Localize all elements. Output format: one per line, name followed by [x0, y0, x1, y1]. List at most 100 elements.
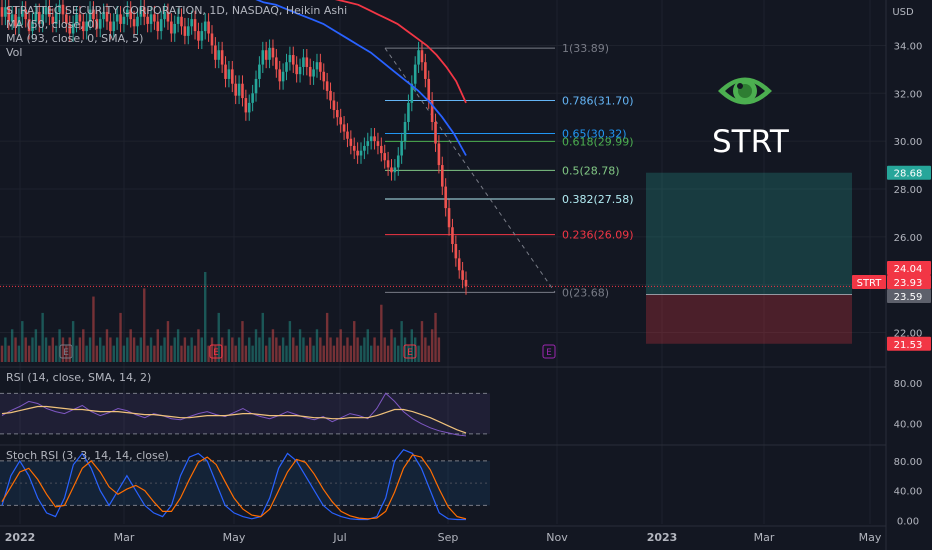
volume-bar [58, 329, 61, 362]
candle-body [105, 11, 109, 22]
price-tick-label: 32.00 [894, 89, 923, 100]
stoch-rsi-legend[interactable]: Stoch RSI (3, 3, 14, 14, close) [6, 449, 169, 462]
candle-body [325, 81, 329, 91]
volume-bar [292, 337, 295, 362]
candle-body [122, 16, 126, 24]
candle-body [51, 16, 55, 24]
candle-body [305, 57, 309, 67]
candle-body [210, 33, 214, 46]
volume-bar [397, 345, 400, 362]
volume-bar [319, 337, 322, 362]
candle-body [31, 21, 34, 32]
main-legend: STRATTEC SECURITY CORPORATION, 1D, NASDA… [6, 4, 347, 60]
candle-body [58, 4, 61, 12]
fib-level-label: 0.5(28.78) [562, 164, 620, 177]
price-label-box [887, 336, 931, 351]
candle-body [390, 167, 393, 173]
candle-body [457, 258, 461, 271]
volume-bar [210, 337, 214, 362]
candle-body [166, 11, 170, 22]
candle-body [7, 7, 11, 22]
volume-bar [309, 337, 312, 362]
volume-bar [312, 345, 315, 362]
candle-body [227, 69, 231, 79]
candle-body [254, 78, 258, 94]
candle-body [434, 122, 437, 144]
volume-bar [281, 337, 285, 362]
volume-bar [183, 337, 187, 362]
volume-bar [65, 345, 68, 362]
candle-body [451, 227, 454, 244]
volume-bar [244, 345, 248, 362]
volume-bar [170, 345, 173, 362]
candle-body [176, 16, 180, 24]
ticker-tag-label: STRT [857, 278, 883, 289]
volume-bar [366, 329, 369, 362]
volume-bar [231, 337, 234, 362]
candle-body [241, 83, 244, 99]
earnings-marker [403, 344, 417, 359]
candle-body [413, 64, 417, 84]
volume-bar [315, 329, 319, 362]
volume-legend[interactable]: Vol [6, 46, 23, 59]
fib-level-label: 0(23.68) [562, 286, 609, 299]
eye-icon [718, 77, 772, 105]
stoch-tick-label: 0.00 [897, 516, 919, 527]
ma50-legend[interactable]: MA (50, close, 0) [6, 18, 99, 31]
volume-bar [336, 337, 339, 362]
candle-body [92, 9, 95, 20]
volume-bar [146, 345, 149, 362]
volume-bar [71, 321, 75, 362]
stoch-k-line [1, 448, 466, 521]
candle-body [373, 136, 376, 142]
candle-body [197, 31, 200, 41]
candle-body [329, 90, 332, 101]
time-tick-label: Nov [546, 531, 568, 544]
candle-body [146, 16, 149, 24]
candle-body [136, 16, 139, 27]
volume-bar [359, 345, 363, 362]
candle-body [193, 19, 197, 32]
candle-body [54, 11, 58, 24]
volume-bar [24, 337, 27, 362]
volume-bar [136, 345, 139, 362]
candle-body [132, 19, 136, 27]
candle-body [430, 100, 434, 122]
candle-body [258, 64, 261, 79]
candle-body [149, 14, 153, 24]
volume-bar [78, 337, 82, 362]
symbol-title[interactable]: STRATTEC SECURITY CORPORATION, 1D, NASDA… [6, 4, 348, 17]
volume-bar [7, 345, 10, 362]
fib-trend-line [384, 47, 556, 293]
candle-body [359, 150, 363, 156]
time-tick-label: May [859, 531, 882, 544]
candle-body [356, 150, 359, 156]
candle-body [251, 93, 254, 103]
candle-body [369, 136, 373, 142]
candle-body [288, 55, 292, 63]
volume-bar [82, 329, 85, 362]
candle-body [102, 11, 105, 20]
ma93-legend[interactable]: MA (93, close, 0, SMA, 5) [6, 32, 144, 45]
volume-bar [21, 321, 24, 362]
volume-bar [193, 345, 197, 362]
candle-body [261, 50, 265, 65]
volume-bar [44, 337, 48, 362]
volume-bar [390, 329, 393, 362]
candle-body [332, 100, 336, 111]
volume-bar [163, 337, 166, 362]
candle-body [275, 57, 278, 70]
candle-body [129, 9, 133, 20]
candle-body [61, 4, 65, 15]
rsi-legend[interactable]: RSI (14, close, SMA, 14, 2) [6, 371, 152, 384]
candle-body [173, 23, 177, 34]
earnings-marker [209, 344, 223, 359]
volume-bar [95, 345, 99, 362]
candle-body [88, 9, 92, 22]
volume-bar [380, 304, 383, 362]
rsi-tick-label: 40.00 [894, 420, 923, 431]
candle-body [302, 57, 305, 67]
candle-body [312, 69, 315, 77]
candle-body [81, 21, 85, 32]
